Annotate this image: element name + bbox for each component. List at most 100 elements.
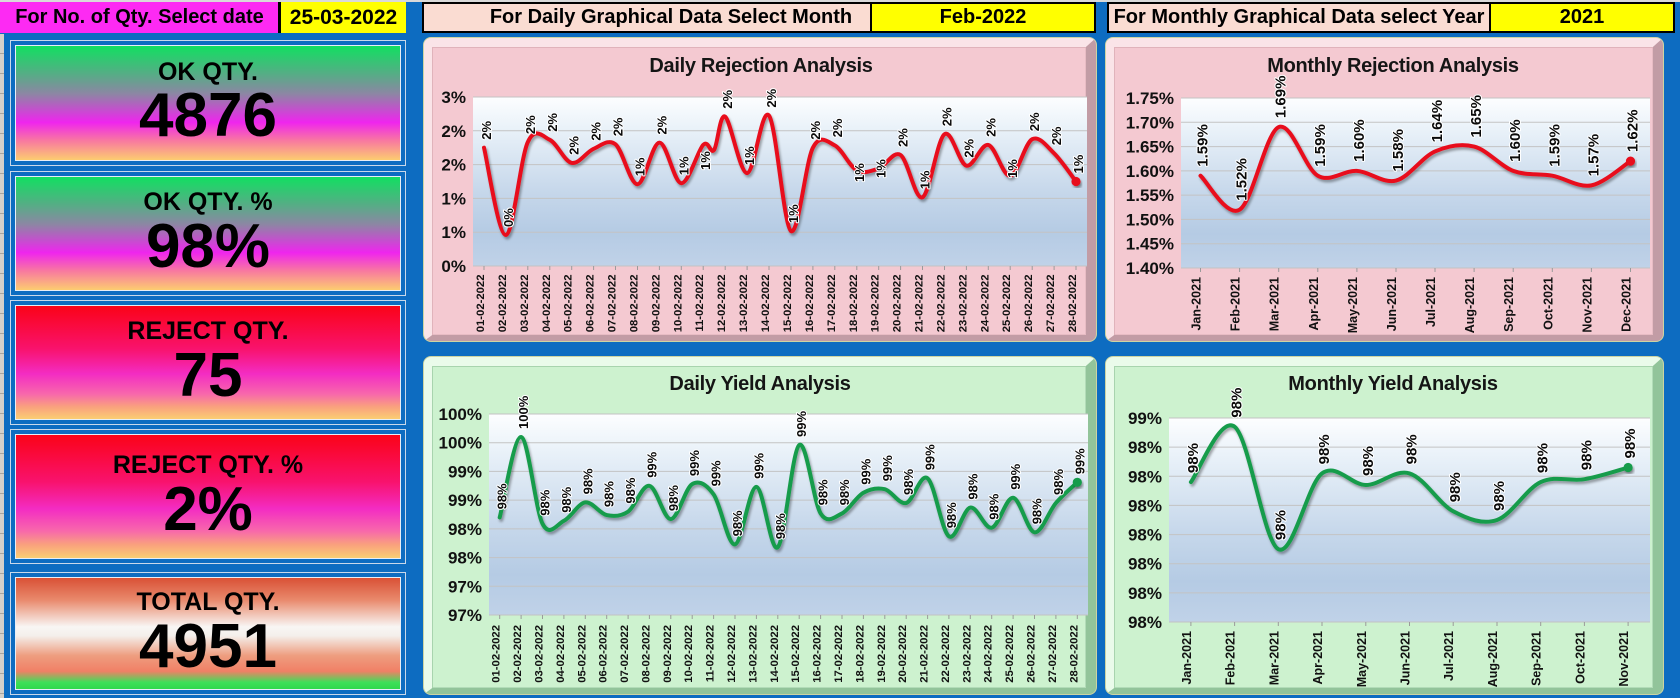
svg-text:98%: 98% <box>1128 555 1162 574</box>
svg-text:Jan-2021: Jan-2021 <box>1180 631 1194 685</box>
svg-text:27-02-2022: 27-02-2022 <box>1047 625 1059 683</box>
svg-text:2%: 2% <box>940 107 955 126</box>
svg-text:24-02-2022: 24-02-2022 <box>983 625 995 683</box>
svg-text:17-02-2022: 17-02-2022 <box>826 275 838 333</box>
svg-text:20-02-2022: 20-02-2022 <box>892 275 904 333</box>
svg-text:1%: 1% <box>918 170 933 189</box>
svg-text:98%: 98% <box>1128 496 1162 515</box>
svg-text:2%: 2% <box>654 115 669 134</box>
svg-text:99%: 99% <box>923 444 938 470</box>
svg-text:14-02-2022: 14-02-2022 <box>769 625 781 683</box>
svg-text:13-02-2022: 13-02-2022 <box>747 625 759 683</box>
svg-text:07-02-2022: 07-02-2022 <box>619 625 631 683</box>
svg-text:98%: 98% <box>448 549 482 568</box>
svg-text:10-02-2022: 10-02-2022 <box>683 625 695 683</box>
svg-text:09-02-2022: 09-02-2022 <box>650 275 662 333</box>
svg-text:98%: 98% <box>580 468 595 494</box>
svg-text:98%: 98% <box>901 469 916 495</box>
svg-text:99%: 99% <box>858 458 873 484</box>
svg-text:01-02-2022: 01-02-2022 <box>491 625 503 683</box>
svg-text:2%: 2% <box>983 118 998 137</box>
svg-text:19-02-2022: 19-02-2022 <box>870 275 882 333</box>
svg-text:11-02-2022: 11-02-2022 <box>694 275 706 332</box>
svg-text:1.64%: 1.64% <box>1429 100 1446 143</box>
svg-text:1%: 1% <box>698 151 713 170</box>
svg-text:06-02-2022: 06-02-2022 <box>598 625 610 683</box>
svg-text:Daily Rejection Analysis: Daily Rejection Analysis <box>649 55 872 77</box>
svg-text:15-02-2022: 15-02-2022 <box>782 275 794 333</box>
svg-text:25-02-2022: 25-02-2022 <box>1004 625 1016 683</box>
svg-text:2%: 2% <box>545 113 560 132</box>
svg-text:98%: 98% <box>1030 498 1045 524</box>
svg-text:98%: 98% <box>448 520 482 539</box>
svg-text:21-02-2022: 21-02-2022 <box>914 275 926 333</box>
svg-text:Mar-2021: Mar-2021 <box>1267 631 1281 685</box>
svg-text:26-02-2022: 26-02-2022 <box>1026 625 1038 683</box>
svg-text:98%: 98% <box>1128 613 1162 632</box>
svg-text:1.59%: 1.59% <box>1312 124 1329 167</box>
svg-text:1%: 1% <box>441 189 466 208</box>
svg-text:98%: 98% <box>1622 428 1639 458</box>
svg-text:100%: 100% <box>439 434 482 453</box>
svg-text:Aug-2021: Aug-2021 <box>1463 277 1477 333</box>
svg-text:1.50%: 1.50% <box>1126 210 1174 229</box>
svg-text:98%: 98% <box>1535 443 1552 473</box>
svg-text:98%: 98% <box>1185 443 1202 473</box>
svg-text:99%: 99% <box>644 451 659 477</box>
svg-text:28-02-2022: 28-02-2022 <box>1068 625 1080 683</box>
svg-text:98%: 98% <box>1578 440 1595 470</box>
svg-text:98%: 98% <box>965 473 980 499</box>
svg-text:1%: 1% <box>852 163 867 182</box>
svg-text:19-02-2022: 19-02-2022 <box>876 625 888 683</box>
svg-text:98%: 98% <box>987 493 1002 519</box>
svg-text:1.60%: 1.60% <box>1507 119 1524 162</box>
svg-text:2%: 2% <box>611 117 626 136</box>
svg-text:1.40%: 1.40% <box>1126 259 1174 278</box>
svg-text:2%: 2% <box>441 156 466 175</box>
svg-text:98%: 98% <box>1404 434 1421 464</box>
svg-text:16-02-2022: 16-02-2022 <box>804 275 816 333</box>
svg-text:99%: 99% <box>448 462 482 481</box>
svg-text:98%: 98% <box>1316 434 1333 464</box>
svg-text:2%: 2% <box>764 88 779 107</box>
svg-text:23-02-2022: 23-02-2022 <box>961 625 973 683</box>
svg-text:98%: 98% <box>773 513 788 539</box>
svg-text:98%: 98% <box>538 489 553 515</box>
svg-text:Sep-2021: Sep-2021 <box>1502 277 1516 332</box>
svg-text:14-02-2022: 14-02-2022 <box>760 275 772 333</box>
svg-text:2%: 2% <box>479 120 494 139</box>
svg-text:03-02-2022: 03-02-2022 <box>534 625 546 683</box>
svg-text:0%: 0% <box>441 257 466 276</box>
svg-text:Dec-2021: Dec-2021 <box>1620 277 1634 332</box>
svg-text:Nov-2021: Nov-2021 <box>1617 631 1631 687</box>
svg-text:1.57%: 1.57% <box>1585 134 1602 177</box>
svg-text:12-02-2022: 12-02-2022 <box>726 625 738 683</box>
svg-text:98%: 98% <box>602 481 617 507</box>
svg-text:98%: 98% <box>495 483 510 509</box>
svg-text:Aug-2021: Aug-2021 <box>1486 631 1500 687</box>
svg-text:1%: 1% <box>633 157 648 176</box>
svg-text:2%: 2% <box>1049 126 1064 145</box>
svg-text:Sep-2021: Sep-2021 <box>1530 631 1544 686</box>
svg-text:05-02-2022: 05-02-2022 <box>576 625 588 683</box>
svg-text:Jun-2021: Jun-2021 <box>1399 631 1413 685</box>
svg-text:Apr-2021: Apr-2021 <box>1307 277 1321 331</box>
svg-text:3%: 3% <box>441 88 466 107</box>
svg-text:98%: 98% <box>1272 510 1289 540</box>
svg-text:2%: 2% <box>720 89 735 108</box>
svg-text:1.69%: 1.69% <box>1273 76 1290 119</box>
svg-text:1.59%: 1.59% <box>1546 124 1563 167</box>
svg-text:98%: 98% <box>730 510 745 536</box>
svg-text:Mar-2021: Mar-2021 <box>1268 277 1282 331</box>
svg-text:98%: 98% <box>1491 481 1508 511</box>
svg-text:98%: 98% <box>1229 388 1246 418</box>
svg-text:99%: 99% <box>709 460 724 486</box>
svg-text:Nov-2021: Nov-2021 <box>1580 277 1594 333</box>
svg-text:16-02-2022: 16-02-2022 <box>812 625 824 683</box>
svg-text:100%: 100% <box>439 405 482 424</box>
svg-text:2%: 2% <box>1027 112 1042 131</box>
svg-text:1.65%: 1.65% <box>1468 95 1485 138</box>
svg-text:24-02-2022: 24-02-2022 <box>979 275 991 333</box>
svg-text:1.62%: 1.62% <box>1625 110 1642 153</box>
svg-text:Jul-2021: Jul-2021 <box>1424 277 1438 327</box>
